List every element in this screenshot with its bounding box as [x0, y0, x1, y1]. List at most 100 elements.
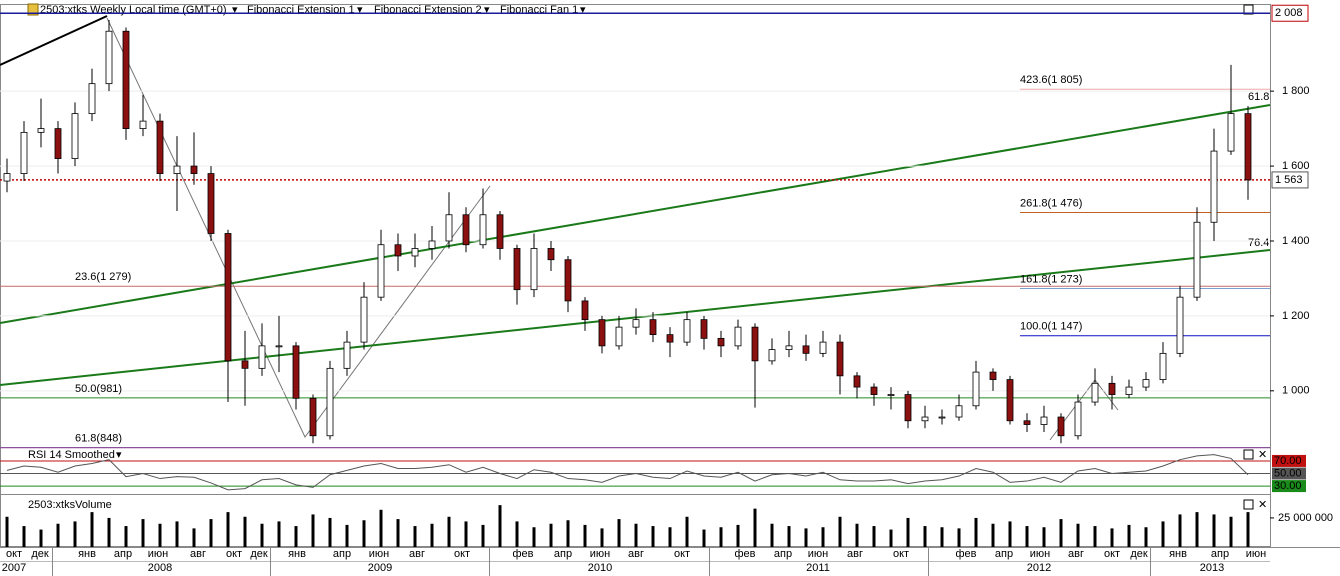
maximize-button[interactable]: [1243, 4, 1254, 15]
month-label: дек: [31, 548, 49, 560]
candle-body: [989, 371, 997, 380]
volume-title[interactable]: 2503:xtksVolume: [28, 499, 112, 511]
volume-bar: [787, 526, 791, 547]
study-label[interactable]: Fibonacci Extension 2: [374, 4, 482, 16]
volume-bar: [1246, 512, 1250, 547]
study-label[interactable]: Fibonacci Fan 1: [500, 4, 578, 16]
maximize-button[interactable]: [1243, 499, 1254, 510]
candle-body: [734, 326, 742, 347]
candle-body: [598, 319, 606, 347]
candle-body: [802, 345, 810, 354]
volume-bar: [617, 519, 621, 547]
volume-bar: [515, 521, 519, 547]
year-label: 2011: [806, 562, 830, 574]
volume-bar: [277, 521, 281, 547]
dropdown-arrow[interactable]: ▾: [116, 449, 122, 461]
volume-bar: [90, 512, 94, 547]
month-label: дек: [250, 548, 268, 560]
close-button[interactable]: ✕: [1258, 499, 1267, 511]
last-price-label: 1 563: [1275, 174, 1303, 186]
volume-bar: [906, 517, 910, 547]
candle-body: [37, 128, 45, 133]
tick-box: [1272, 454, 1306, 467]
maximize-button[interactable]: [1243, 449, 1254, 460]
volume-bar: [940, 527, 944, 547]
candle-body: [292, 345, 300, 399]
candle-body: [3, 173, 11, 182]
rsi-title[interactable]: RSI 14 Smoothed: [28, 449, 115, 461]
candle-body: [428, 240, 436, 249]
volume-bar: [753, 508, 757, 547]
volume-bar: [1161, 521, 1165, 547]
volume-bar: [328, 517, 332, 547]
month-label: апр: [114, 548, 132, 560]
month-label: окт: [6, 548, 22, 560]
menu-icon[interactable]: [27, 3, 39, 16]
month-label: июн: [808, 548, 828, 560]
study-label[interactable]: Fibonacci Extension 1: [247, 4, 355, 16]
candle-body: [309, 397, 317, 437]
fib-label: 50.0(981): [75, 383, 122, 395]
dropdown-arrow[interactable]: ▾: [232, 4, 238, 16]
candle-body: [683, 319, 691, 343]
volume-bar: [158, 523, 162, 547]
volume-bar: [447, 516, 451, 547]
volume-bar: [923, 526, 927, 547]
volume-bar: [192, 528, 196, 547]
candle-body: [139, 120, 147, 130]
candle-body: [1057, 416, 1065, 437]
y-tick-label: 30.00: [1274, 480, 1302, 492]
month-label: авг: [628, 548, 644, 560]
candle-body: [1142, 379, 1150, 388]
volume-bar: [1110, 528, 1114, 547]
volume-bar: [260, 523, 264, 547]
month-label: апр: [774, 548, 792, 560]
candle-body: [479, 214, 487, 246]
volume-bar: [549, 523, 553, 547]
volume-bar: [498, 505, 502, 547]
candle-body: [241, 360, 249, 369]
volume-bar: [379, 509, 383, 547]
fib-label: 423.6(1 805): [1020, 74, 1082, 86]
month-label: янв: [1169, 548, 1187, 560]
volume-bar: [736, 524, 740, 547]
candle-body: [445, 214, 453, 242]
volume-bar: [294, 526, 298, 547]
candle-body: [1176, 296, 1184, 354]
candle-body: [258, 345, 266, 369]
volume-bar: [1059, 519, 1063, 547]
volume-bar: [532, 527, 536, 547]
candle-body: [1040, 416, 1048, 425]
candle-body: [666, 334, 674, 343]
volume-bar: [974, 517, 978, 547]
close-button[interactable]: ✕: [1258, 449, 1267, 461]
candle-body: [632, 319, 640, 328]
volume-bar: [5, 516, 9, 547]
volume-bar: [702, 529, 706, 547]
fib-label: 23.6(1 279): [75, 271, 131, 283]
candle-body: [530, 248, 538, 291]
candle-body: [564, 259, 572, 302]
month-label: апр: [1211, 548, 1229, 560]
candle-body: [54, 128, 62, 159]
candle-body: [1227, 113, 1235, 152]
candle-body: [547, 248, 555, 261]
candle-body: [938, 416, 946, 419]
volume-bar: [396, 519, 400, 547]
candle-body: [717, 337, 725, 347]
volume-bar: [600, 528, 604, 547]
dropdown-arrow[interactable]: ▾: [580, 4, 586, 16]
candle-body: [207, 173, 215, 234]
volume-bar: [22, 526, 26, 547]
volume-bar: [345, 524, 349, 547]
month-label: окт: [226, 548, 242, 560]
candle-body: [615, 326, 623, 347]
dropdown-arrow[interactable]: ▾: [357, 4, 363, 16]
symbol-label[interactable]: 2503:xtks Weekly Local time (GMT+0): [40, 4, 227, 16]
fib-label: 61.8(848): [75, 433, 122, 445]
dropdown-arrow[interactable]: ▾: [484, 4, 490, 16]
volume-bar: [872, 526, 876, 547]
candle-body: [411, 248, 419, 257]
